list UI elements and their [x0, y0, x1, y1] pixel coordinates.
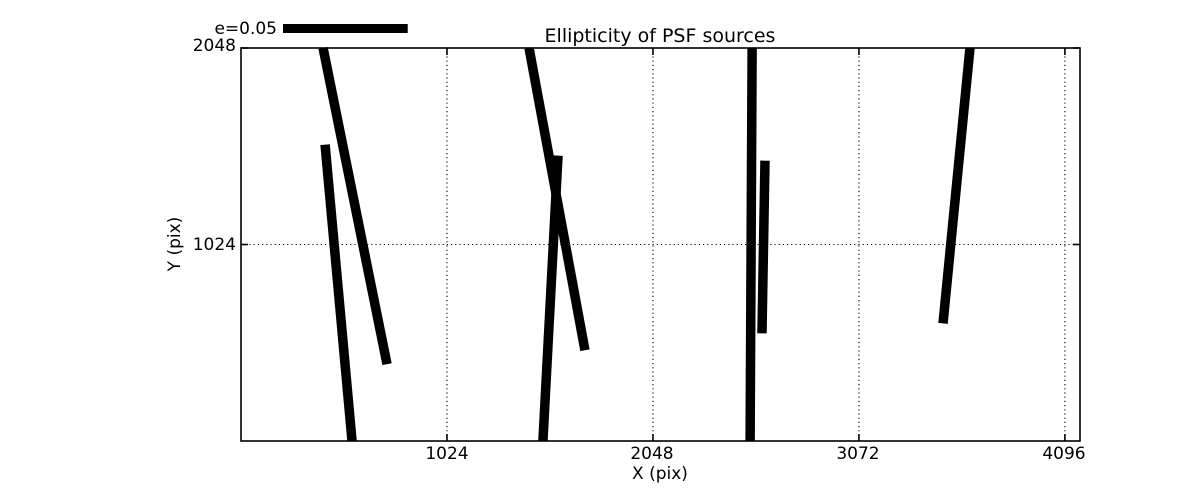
x-axis-label: X (pix) [632, 464, 688, 484]
y-tick-label-2048: 2048 [193, 36, 236, 56]
x-tick-label-3072: 3072 [836, 444, 879, 464]
ellipticity-whisker-0 [318, 47, 392, 366]
x-tick-label-1024: 1024 [425, 444, 468, 464]
ellipticity-whisker-1 [320, 144, 357, 442]
ellipticity-whisker-4 [745, 47, 757, 442]
ellipticity-whisker-5 [757, 160, 770, 334]
y-tick-label-1024: 1024 [193, 235, 236, 255]
y-axis-label: Y (pix) [165, 217, 185, 273]
ellipticity-whisker-3 [538, 155, 563, 442]
legend-scale-bar [283, 24, 408, 33]
legend-label: e=0.05 [214, 19, 277, 39]
x-tick-label-2048: 2048 [630, 444, 673, 464]
axes-border [240, 47, 1081, 442]
x-tick-label-4096: 4096 [1042, 444, 1085, 464]
plot-drawing-layer [240, 24, 1081, 442]
ellipticity-whisker-6 [938, 47, 975, 324]
plot-title: Ellipticity of PSF sources [545, 25, 776, 47]
